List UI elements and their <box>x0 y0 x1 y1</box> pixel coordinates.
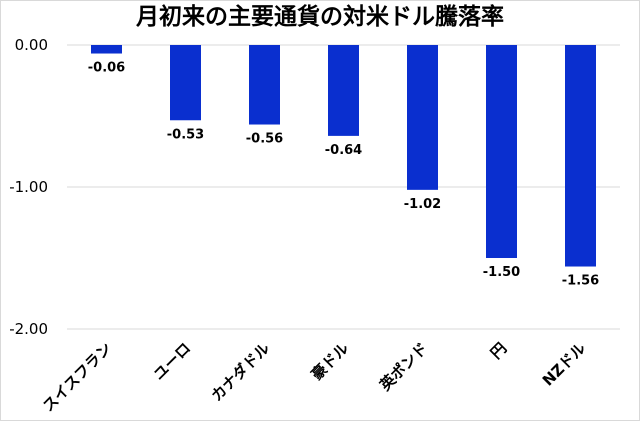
data-label: -1.50 <box>483 265 520 280</box>
bars <box>91 45 596 267</box>
bar <box>91 45 122 54</box>
x-axis-categories: スイスフラン ユーロ カナダドル 豪ドル 英ポンド 円 NZドル <box>39 339 589 415</box>
x-category-label: カナダドル <box>208 339 274 405</box>
bar <box>328 45 359 136</box>
y-tick-label: 0.00 <box>15 36 48 54</box>
x-category-label: ユーロ <box>150 339 195 384</box>
bar <box>486 45 517 258</box>
data-label: -0.56 <box>246 132 283 147</box>
data-label: -0.06 <box>88 61 125 76</box>
y-axis-ticks: 0.00 -1.00 -2.00 <box>9 36 48 338</box>
data-labels: -0.06 -0.53 -0.56 -0.64 -1.02 -1.50 -1.56 <box>88 61 599 289</box>
data-label: -0.53 <box>167 127 204 142</box>
x-category-label: 英ポンド <box>376 339 431 394</box>
x-category-label: 円 <box>487 339 510 362</box>
bar <box>170 45 201 121</box>
data-label: -1.56 <box>562 274 599 289</box>
bar <box>565 45 596 267</box>
x-category-label: スイスフラン <box>39 339 115 415</box>
bar <box>407 45 438 190</box>
data-label: -1.02 <box>404 197 441 212</box>
y-tick-label: -2.00 <box>9 320 48 338</box>
x-category-label: NZドル <box>539 339 590 390</box>
chart-title: 月初来の主要通貨の対米ドル騰落率 <box>136 4 504 30</box>
x-category-label: 豪ドル <box>308 339 353 384</box>
y-tick-label: -1.00 <box>9 178 48 196</box>
bar <box>249 45 280 125</box>
data-label: -0.64 <box>325 143 362 158</box>
